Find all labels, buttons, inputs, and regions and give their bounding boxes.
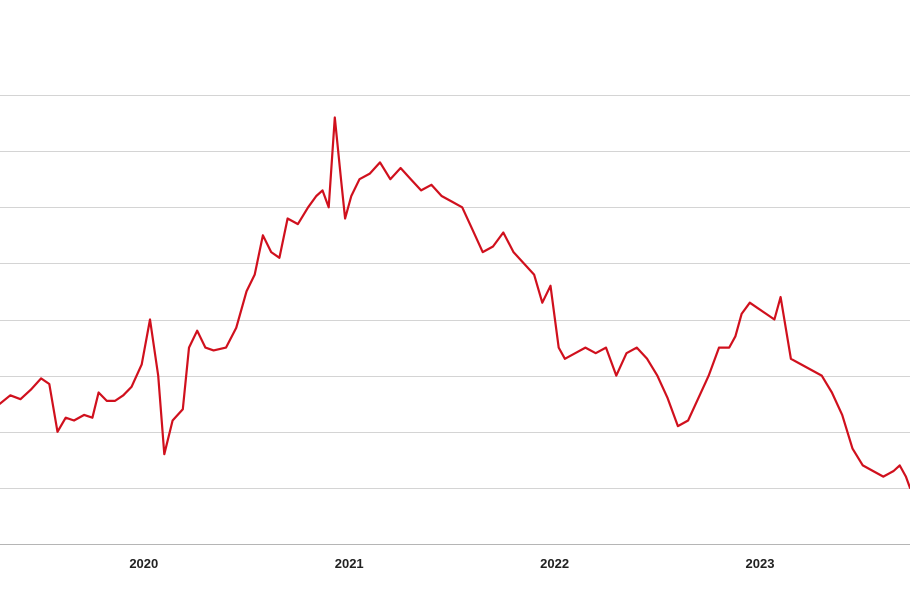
x-tick-label: 2020 [129,556,158,571]
x-axis-ticks: 2020 2021 2022 2023 [129,556,774,571]
x-tick-label: 2021 [335,556,364,571]
series-layer [0,116,910,489]
x-tick-label: 2023 [746,556,775,571]
x-tick-label: 2022 [540,556,569,571]
gridlines [0,95,910,545]
series-line [0,116,910,489]
